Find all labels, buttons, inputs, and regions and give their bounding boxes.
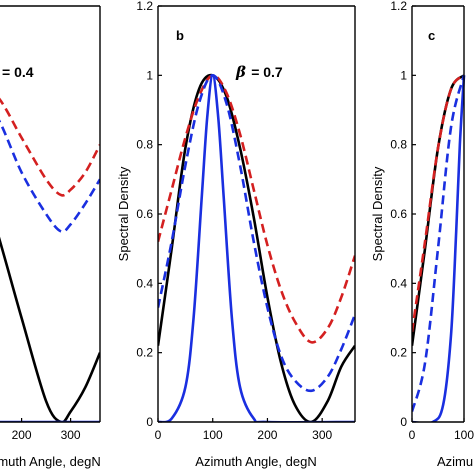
series-line-3	[0, 119, 100, 234]
panel-label: c	[428, 28, 435, 43]
x-tick-label: 100	[454, 428, 474, 442]
series-line-2	[412, 74, 465, 333]
y-tick-label: 0.8	[136, 138, 153, 152]
series-line-1	[158, 73, 355, 422]
beta-annotation: β = 0.7	[235, 63, 283, 81]
y-tick-label: 0.6	[136, 207, 153, 221]
y-tick-label: 0.6	[390, 207, 407, 221]
panel-1: 200 300 Azimuth Angle, degN = 0.4	[0, 5, 101, 469]
panel-2: 0 100 200 300 0 0.2 0.4 0.6 0.8 1 1.2 Azimuth Angle…	[116, 0, 356, 469]
y-axis-title: Spectral Density	[370, 166, 385, 261]
series-group	[0, 97, 100, 422]
panel-3: 0 100 0 0.2 0.4 0.6 0.8 1 1.2 Azimu Spectral Densi…	[370, 0, 474, 469]
series-line-2	[0, 97, 100, 197]
series-line-4	[412, 75, 466, 422]
y-tick-label: 0.8	[390, 138, 407, 152]
series-line-4	[158, 74, 355, 422]
series-line-2	[158, 74, 355, 344]
y-tick-label: 1	[146, 68, 153, 82]
y-tick-label: 0	[400, 415, 407, 429]
x-axis-title: Azimu	[437, 454, 473, 469]
y-tick-label: 1.2	[136, 0, 153, 13]
y-tick-label: 1.2	[390, 0, 407, 13]
series-line-1	[0, 236, 100, 422]
beta-annotation: = 0.4	[2, 64, 34, 80]
y-tick-label: 1	[400, 68, 407, 82]
panel-label: b	[176, 28, 184, 43]
series-group	[158, 73, 355, 422]
y-tick-label: 0	[146, 415, 153, 429]
y-tick-label: 0.2	[390, 346, 407, 360]
x-tick-label: 300	[61, 428, 81, 442]
x-tick-label: 300	[312, 428, 332, 442]
x-tick-label: 200	[257, 428, 277, 442]
x-tick-label: 0	[409, 428, 416, 442]
y-axis-title: Spectral Density	[116, 166, 131, 261]
x-axis-title: Azimuth Angle, degN	[0, 454, 101, 469]
x-tick-label: 0	[155, 428, 162, 442]
series-line-3	[158, 74, 355, 393]
series-group	[412, 74, 466, 422]
x-axis-title: Azimuth Angle, degN	[195, 454, 316, 469]
axes-box	[0, 5, 101, 423]
y-tick-label: 0.2	[136, 346, 153, 360]
x-tick-label: 200	[12, 428, 32, 442]
x-tick-label: 100	[203, 428, 223, 442]
y-tick-label: 0.4	[136, 276, 153, 290]
y-tick-label: 0.4	[390, 276, 407, 290]
series-line-3	[412, 75, 466, 412]
